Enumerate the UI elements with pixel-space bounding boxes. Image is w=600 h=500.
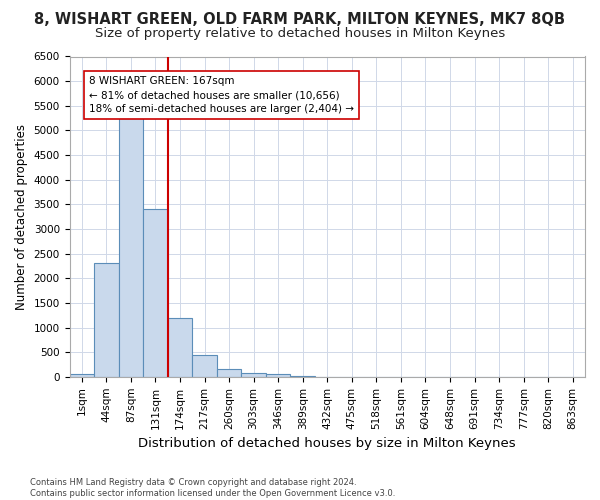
Bar — [266, 374, 290, 377]
Bar — [119, 110, 143, 377]
Bar — [94, 264, 119, 377]
Bar — [241, 373, 266, 377]
Text: Contains HM Land Registry data © Crown copyright and database right 2024.
Contai: Contains HM Land Registry data © Crown c… — [30, 478, 395, 498]
Y-axis label: Number of detached properties: Number of detached properties — [15, 124, 28, 310]
X-axis label: Distribution of detached houses by size in Milton Keynes: Distribution of detached houses by size … — [139, 437, 516, 450]
Bar — [143, 210, 168, 377]
Bar — [70, 374, 94, 377]
Text: Size of property relative to detached houses in Milton Keynes: Size of property relative to detached ho… — [95, 28, 505, 40]
Bar — [217, 370, 241, 377]
Text: 8, WISHART GREEN, OLD FARM PARK, MILTON KEYNES, MK7 8QB: 8, WISHART GREEN, OLD FARM PARK, MILTON … — [35, 12, 566, 28]
Bar — [168, 318, 192, 377]
Bar — [192, 354, 217, 377]
Text: 8 WISHART GREEN: 167sqm
← 81% of detached houses are smaller (10,656)
18% of sem: 8 WISHART GREEN: 167sqm ← 81% of detache… — [89, 76, 354, 114]
